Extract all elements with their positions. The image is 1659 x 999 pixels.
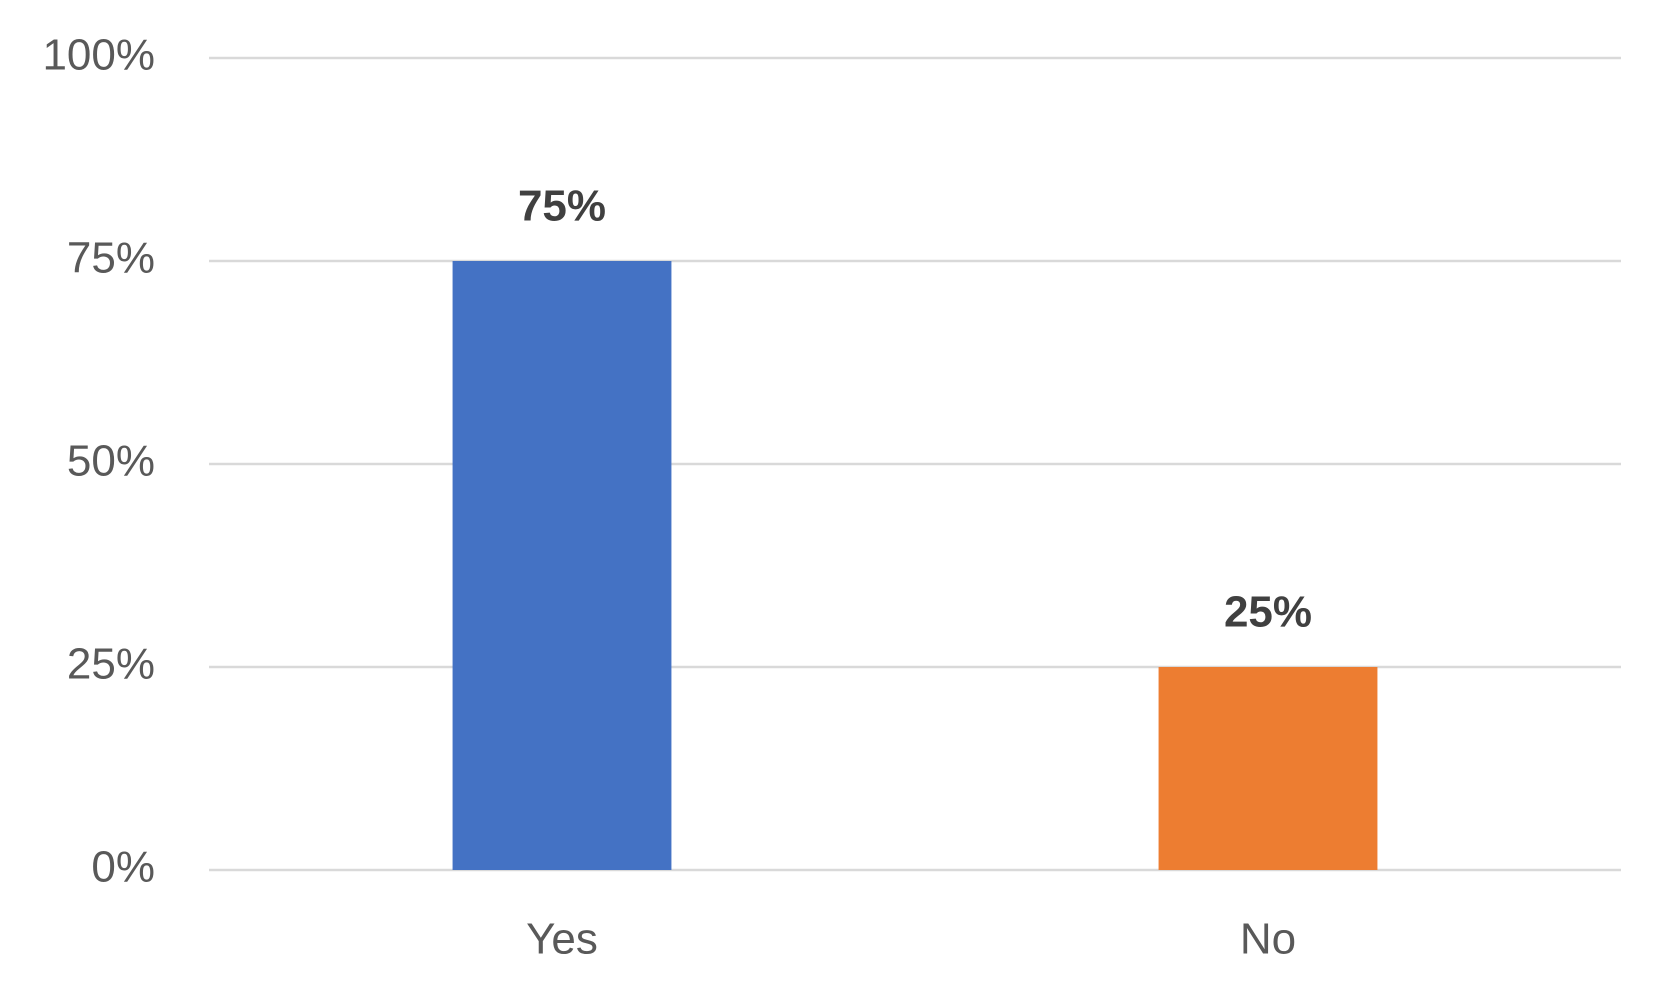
y-tick-label: 25% [67, 640, 155, 689]
y-tick-label: 50% [67, 437, 155, 486]
x-tick-label: Yes [526, 915, 598, 964]
y-tick-label: 0% [91, 843, 155, 892]
data-label: 25% [1224, 588, 1312, 637]
bar [1158, 667, 1378, 870]
data-label: 75% [518, 182, 606, 231]
bar [452, 261, 672, 870]
y-tick-label: 75% [67, 234, 155, 283]
x-tick-label: No [1240, 915, 1296, 964]
y-tick-label: 100% [42, 31, 155, 80]
